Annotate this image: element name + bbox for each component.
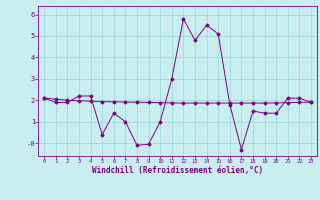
X-axis label: Windchill (Refroidissement éolien,°C): Windchill (Refroidissement éolien,°C) [92, 166, 263, 175]
